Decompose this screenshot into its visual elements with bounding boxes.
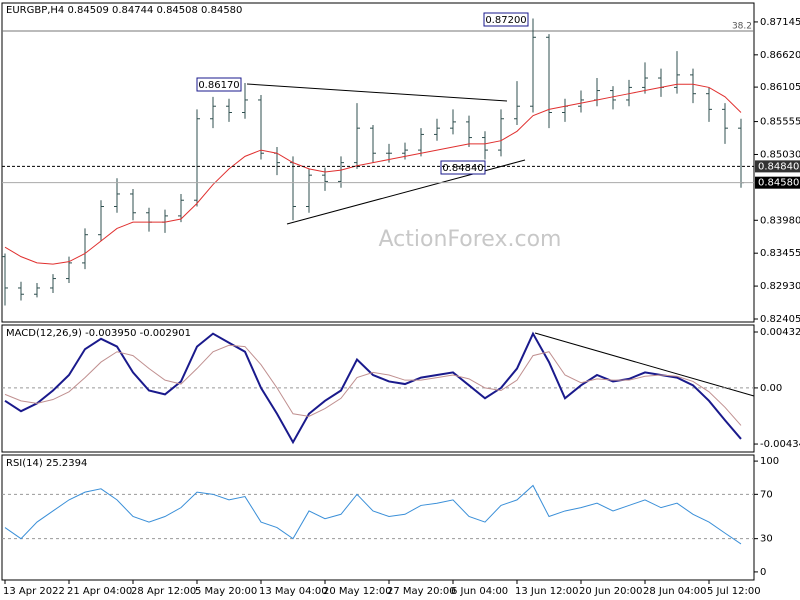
x-tick-label: 20 May 12:00 [323,586,392,597]
x-tick-label: 27 May 20:00 [387,586,456,597]
y-tick-label: -0.004344 [760,439,800,450]
y-tick-label: 70 [760,489,773,500]
macd-title: MACD(12,26,9) -0.003950 -0.002901 [6,328,191,339]
annotation: 0.86170 [196,77,242,92]
rsi-panel [1,454,755,581]
x-tick-label: 5 Jul 12:00 [707,586,761,597]
x-tick-label: 20 Jun 20:00 [579,586,643,597]
y-tick-label: 0.83980 [760,215,800,226]
x-tick-label: 13 Jun 12:00 [515,586,579,597]
trendline [534,332,755,397]
price-label-box [755,160,800,173]
y-tick-label: 0.82405 [760,314,800,325]
watermark: ActionForex.com [379,227,562,252]
series-line [4,484,742,545]
x-tick-label: 13 May 04:00 [259,586,328,597]
y-tick-label: 30 [760,534,773,545]
price-label: 0.84840 [758,161,799,172]
y-tick-label: 0.004328 [760,327,800,338]
trendline [246,83,508,102]
annotation: 0.84840 [440,160,486,175]
x-tick-label: 28 Apr 12:00 [131,586,196,597]
y-tick-label: 100 [760,456,779,467]
rsi-title: RSI(14) 25.2394 [6,458,87,469]
y-tick-label: 0 [760,567,766,578]
price-label-box [755,176,800,189]
annotation-text: 0.87200 [485,15,526,26]
annotation-text: 0.84840 [442,163,483,174]
annotation-text: 0.86170 [198,80,239,91]
y-tick-label: 0.86105 [760,82,800,93]
price-panel [1,2,755,323]
y-tick-label: 0.85555 [760,117,800,128]
x-tick-label: 28 Jun 04:00 [643,586,707,597]
x-tick-label: 5 May 20:00 [195,586,257,597]
y-tick-label: 0.00 [760,383,782,394]
y-tick-label: 0.87145 [760,17,800,28]
series-line [4,83,742,265]
annotation: 0.87200 [483,12,529,27]
macd-panel [1,324,755,453]
series-line [4,344,742,426]
x-tick-label: 6 Jun 04:00 [451,586,508,597]
price-title: EURGBP,H4 0.84509 0.84744 0.84508 0.8458… [6,5,242,16]
fib-label: 38.2 [732,22,752,32]
x-tick-label: 13 Apr 2022 [3,586,65,597]
y-tick-label: 0.85030 [760,149,800,160]
y-tick-label: 0.82930 [760,281,800,292]
x-tick-label: 21 Apr 04:00 [67,586,132,597]
price-label: 0.84580 [758,178,799,189]
y-tick-label: 0.86620 [760,50,800,61]
y-tick-label: 0.83455 [760,248,800,259]
